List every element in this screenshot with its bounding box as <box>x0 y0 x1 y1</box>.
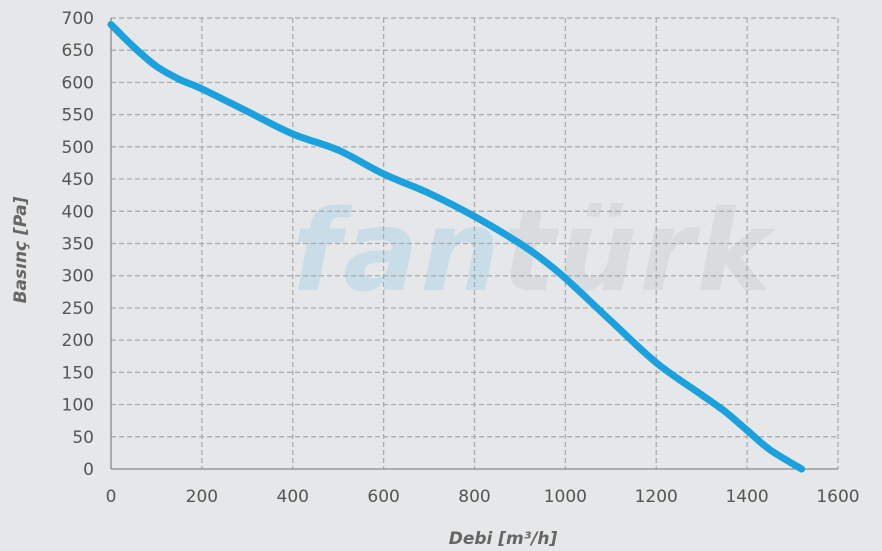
y-tick-label-350: 350 <box>62 235 94 255</box>
y-axis-title: Basınç [Pa] <box>11 196 31 303</box>
watermark-turk: türk <box>502 187 778 317</box>
y-tick-label-500: 500 <box>62 138 94 158</box>
y-tick-label-150: 150 <box>62 363 94 383</box>
x-tick-label-600: 600 <box>367 487 399 507</box>
y-tick-label-650: 650 <box>62 41 94 61</box>
x-tick-label-1600: 1600 <box>816 487 859 507</box>
x-tick-label-800: 800 <box>458 487 490 507</box>
y-tick-label-100: 100 <box>62 396 94 416</box>
x-tick-label-400: 400 <box>277 487 309 507</box>
y-tick-label-250: 250 <box>62 299 94 319</box>
y-tick-label-300: 300 <box>62 267 94 287</box>
x-axis-title: Debi [m³/h] <box>449 529 558 549</box>
y-tick-label-600: 600 <box>62 73 94 93</box>
y-tick-label-200: 200 <box>62 331 94 351</box>
y-tick-label-450: 450 <box>62 170 94 190</box>
y-tick-label-550: 550 <box>62 106 94 126</box>
grid <box>111 18 838 469</box>
x-tick-label-1000: 1000 <box>544 487 587 507</box>
y-tick-label-0: 0 <box>83 460 94 480</box>
x-axis-ticks: 0 200 400 600 800 1000 1200 1400 1600 <box>106 487 860 507</box>
y-tick-label-400: 400 <box>62 202 94 222</box>
y-tick-label-700: 700 <box>62 9 94 29</box>
watermark-fan: fan <box>292 187 502 317</box>
x-tick-label-0: 0 <box>106 487 117 507</box>
x-tick-label-200: 200 <box>186 487 218 507</box>
y-tick-label-50: 50 <box>72 428 94 448</box>
x-tick-label-1200: 1200 <box>635 487 678 507</box>
x-tick-label-1400: 1400 <box>725 487 768 507</box>
y-axis-ticks: 0 50 100 150 200 250 300 350 400 450 500 550 600 650 7… <box>62 9 94 480</box>
